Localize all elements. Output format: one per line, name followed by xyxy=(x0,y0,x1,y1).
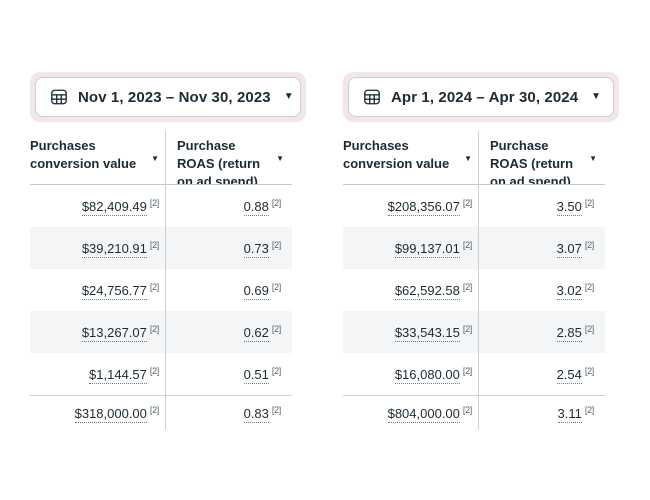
column-divider xyxy=(478,131,479,430)
table-row: $39,210.91 [2] 0.73 [2] xyxy=(30,227,292,269)
conversion-value-cell: $82,409.49 [2] xyxy=(81,197,159,216)
footnote-marker: [2] xyxy=(149,365,159,376)
roas-cell: 3.02 [2] xyxy=(556,281,594,300)
footnote-marker: [2] xyxy=(462,197,472,208)
table-header-row: Purchases conversion value ▼ Purchase RO… xyxy=(30,131,292,185)
conversion-value-total-cell: $804,000.00 [2] xyxy=(387,404,472,423)
column-header-conversion-value[interactable]: Purchases conversion value ▼ xyxy=(343,138,472,171)
comparison-panel-right: Apr 1, 2024 – Apr 30, 2024 ▼ Purchases c… xyxy=(343,72,619,430)
column-header-roas[interactable]: Purchase ROAS (return on ad spend) ▼ xyxy=(490,138,597,184)
column-divider xyxy=(165,131,166,430)
date-picker-highlight: Nov 1, 2023 – Nov 30, 2023 ▼ xyxy=(30,72,306,122)
roas-cell: 2.85 [2] xyxy=(556,323,594,342)
metrics-table: Purchases conversion value ▼ Purchase RO… xyxy=(343,131,605,430)
date-range-label: Nov 1, 2023 – Nov 30, 2023 xyxy=(78,88,271,106)
conversion-value-cell: $1,144.57 [2] xyxy=(89,365,159,384)
roas-cell: 2.54 [2] xyxy=(556,365,594,384)
footnote-marker: [2] xyxy=(462,239,472,250)
table-row: $62,592.58 [2] 3.02 [2] xyxy=(343,269,605,311)
footnote-marker: [2] xyxy=(271,281,281,292)
footnote-marker: [2] xyxy=(462,404,472,415)
footnote-marker: [2] xyxy=(584,404,594,415)
footnote-marker: [2] xyxy=(462,281,472,292)
table-row: $99,137.01 [2] 3.07 [2] xyxy=(343,227,605,269)
roas-cell: 0.73 [2] xyxy=(243,239,281,258)
footnote-marker: [2] xyxy=(149,404,159,415)
roas-cell: 0.62 [2] xyxy=(243,323,281,342)
table-row: $33,543.15 [2] 2.85 [2] xyxy=(343,311,605,353)
conversion-value-total-cell: $318,000.00 [2] xyxy=(74,404,159,423)
date-range-label: Apr 1, 2024 – Apr 30, 2024 xyxy=(391,88,579,106)
footnote-marker: [2] xyxy=(149,197,159,208)
table-header-row: Purchases conversion value ▼ Purchase RO… xyxy=(343,131,605,185)
roas-cell: 0.51 [2] xyxy=(243,365,281,384)
conversion-value-cell: $13,267.07 [2] xyxy=(81,323,159,342)
roas-cell: 3.07 [2] xyxy=(556,239,594,258)
conversion-value-cell: $33,543.15 [2] xyxy=(394,323,472,342)
table-row: $16,080.00 [2] 2.54 [2] xyxy=(343,353,605,395)
table-row: $1,144.57 [2] 0.51 [2] xyxy=(30,353,292,395)
sort-caret-icon: ▼ xyxy=(464,154,472,163)
footnote-marker: [2] xyxy=(584,197,594,208)
footnote-marker: [2] xyxy=(271,197,281,208)
column-header-conversion-value[interactable]: Purchases conversion value ▼ xyxy=(30,138,159,171)
chevron-down-icon: ▼ xyxy=(283,91,294,102)
date-range-picker[interactable]: Apr 1, 2024 – Apr 30, 2024 ▼ xyxy=(348,77,614,117)
footnote-marker: [2] xyxy=(271,239,281,250)
sort-caret-icon: ▼ xyxy=(151,154,159,163)
sort-caret-icon: ▼ xyxy=(276,154,284,163)
footnote-marker: [2] xyxy=(271,404,281,415)
footnote-marker: [2] xyxy=(584,281,594,292)
sort-caret-icon: ▼ xyxy=(589,154,597,163)
calendar-icon xyxy=(50,88,68,106)
table-row: $208,356.07 [2] 3.50 [2] xyxy=(343,185,605,227)
totals-row: $804,000.00 [2] 3.11 [2] xyxy=(343,395,605,430)
footnote-marker: [2] xyxy=(149,323,159,334)
roas-cell: 0.88 [2] xyxy=(243,197,281,216)
conversion-value-cell: $16,080.00 [2] xyxy=(394,365,472,384)
roas-cell: 3.50 [2] xyxy=(556,197,594,216)
conversion-value-cell: $62,592.58 [2] xyxy=(394,281,472,300)
date-picker-highlight: Apr 1, 2024 – Apr 30, 2024 ▼ xyxy=(343,72,619,122)
conversion-value-cell: $24,756.77 [2] xyxy=(81,281,159,300)
footnote-marker: [2] xyxy=(271,365,281,376)
footnote-marker: [2] xyxy=(584,323,594,334)
calendar-icon xyxy=(363,88,381,106)
roas-total-cell: 3.11 [2] xyxy=(557,404,594,423)
footnote-marker: [2] xyxy=(271,323,281,334)
table-row: $13,267.07 [2] 0.62 [2] xyxy=(30,311,292,353)
conversion-value-cell: $99,137.01 [2] xyxy=(394,239,472,258)
roas-total-cell: 0.83 [2] xyxy=(243,404,281,423)
conversion-value-cell: $208,356.07 [2] xyxy=(387,197,472,216)
footnote-marker: [2] xyxy=(149,281,159,292)
metrics-table: Purchases conversion value ▼ Purchase RO… xyxy=(30,131,292,430)
column-header-roas[interactable]: Purchase ROAS (return on ad spend) ▼ xyxy=(177,138,284,184)
footnote-marker: [2] xyxy=(149,239,159,250)
conversion-value-cell: $39,210.91 [2] xyxy=(81,239,159,258)
comparison-panel-left: Nov 1, 2023 – Nov 30, 2023 ▼ Purchases c… xyxy=(30,72,306,430)
footnote-marker: [2] xyxy=(462,365,472,376)
table-row: $82,409.49 [2] 0.88 [2] xyxy=(30,185,292,227)
date-range-picker[interactable]: Nov 1, 2023 – Nov 30, 2023 ▼ xyxy=(35,77,301,117)
footnote-marker: [2] xyxy=(584,239,594,250)
roas-cell: 0.69 [2] xyxy=(243,281,281,300)
totals-row: $318,000.00 [2] 0.83 [2] xyxy=(30,395,292,430)
chevron-down-icon: ▼ xyxy=(591,91,602,102)
footnote-marker: [2] xyxy=(584,365,594,376)
table-row: $24,756.77 [2] 0.69 [2] xyxy=(30,269,292,311)
footnote-marker: [2] xyxy=(462,323,472,334)
